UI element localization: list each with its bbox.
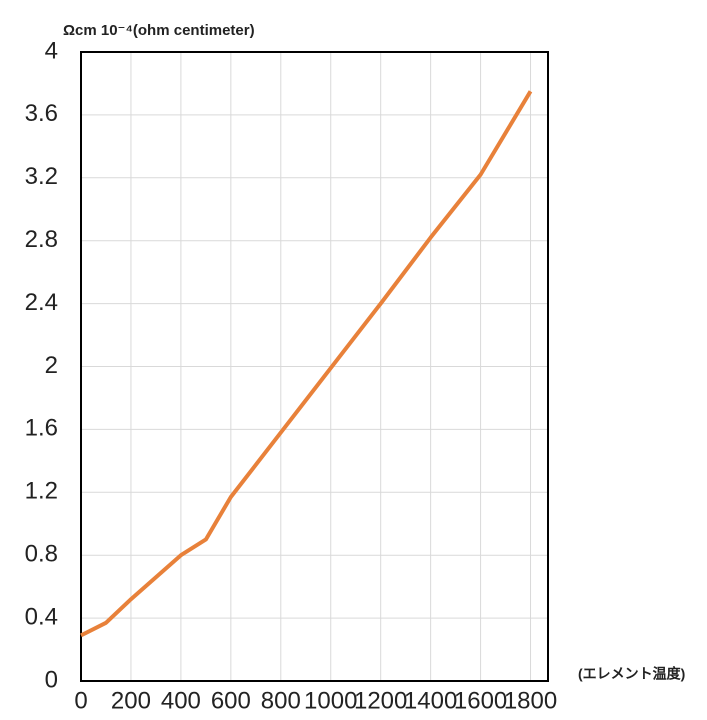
x-tick-label: 400 xyxy=(161,687,201,714)
y-tick-label: 2.4 xyxy=(25,289,58,316)
chart-title: Ωcm 10⁻⁴(ohm centimeter) xyxy=(63,22,255,39)
y-tick-label: 0.4 xyxy=(25,603,58,630)
y-tick-label: 1.2 xyxy=(25,478,58,505)
x-tick-label: 1600 xyxy=(454,687,507,714)
x-tick-label: 1000 xyxy=(304,687,357,714)
x-axis-label: (エレメント温度) xyxy=(578,666,685,682)
y-tick-label: 2.8 xyxy=(25,226,58,253)
plot-border xyxy=(80,51,549,682)
x-tick-label: 200 xyxy=(111,687,151,714)
y-tick-label: 4 xyxy=(45,37,58,64)
x-tick-label: 1200 xyxy=(354,687,407,714)
data-line xyxy=(80,90,533,638)
x-tick-label: 600 xyxy=(211,687,251,714)
y-tick-label: 2 xyxy=(45,352,58,379)
y-tick-label: 0 xyxy=(45,666,58,693)
x-tick-label: 800 xyxy=(261,687,301,714)
x-tick-label: 1400 xyxy=(404,687,457,714)
y-tick-label: 3.2 xyxy=(25,163,58,190)
y-tick-label: 3.6 xyxy=(25,100,58,127)
y-tick-label: 1.6 xyxy=(25,415,58,442)
x-tick-label: 1800 xyxy=(504,687,557,714)
y-tick-label: 0.8 xyxy=(25,541,58,568)
x-tick-label: 0 xyxy=(74,687,87,714)
